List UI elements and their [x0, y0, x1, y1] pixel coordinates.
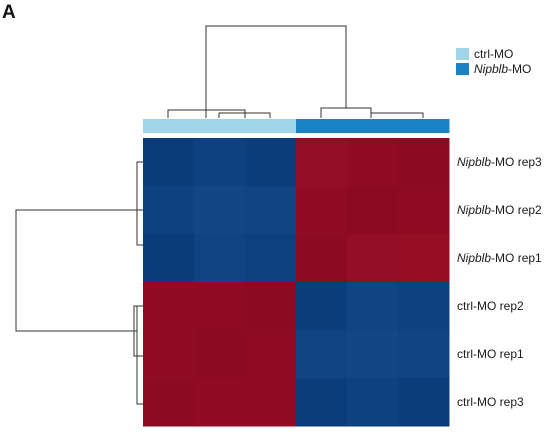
heatmap-cell [143, 234, 195, 283]
heatmap-cell [143, 282, 195, 331]
heatmap-cell [143, 186, 195, 235]
heatmap-cell [347, 330, 399, 379]
heatmap-cells [143, 138, 450, 427]
heatmap-cell [194, 186, 246, 235]
heatmap-cell [143, 138, 195, 187]
panel-label: A [2, 2, 16, 23]
heatmap-cell [194, 282, 246, 331]
legend-swatch [456, 63, 469, 75]
annotation-cell [347, 119, 399, 133]
annotation-cell [398, 119, 450, 133]
column-dendrogram [167, 25, 424, 118]
row-dendro-bottom-inner [133, 305, 143, 357]
heatmap-cell [347, 186, 399, 235]
row-label: Nipblb-MO rep2 [457, 203, 542, 217]
heatmap-cell [347, 282, 399, 331]
column-annotation-bar [143, 119, 450, 133]
row-label: ctrl-MO rep2 [457, 299, 524, 313]
row-dendro-top-inner [136, 161, 143, 211]
annotation-cell [296, 119, 348, 133]
heatmap-cell [143, 330, 195, 379]
annotation-cell [194, 119, 246, 133]
heatmap-cell [245, 186, 297, 235]
heatmap-cell [245, 330, 297, 379]
heatmap-cell [296, 186, 348, 235]
col-dendro-left-inner [218, 112, 271, 118]
heatmap-cell [398, 330, 450, 379]
annotation-cell [143, 119, 195, 133]
legend-label: Nipblb-MO [474, 62, 531, 76]
heatmap-cell [398, 138, 450, 187]
heatmap-cell [296, 138, 348, 187]
row-label: ctrl-MO rep3 [457, 395, 524, 409]
row-label: ctrl-MO rep1 [457, 347, 524, 361]
heatmap-cell [347, 378, 399, 427]
heatmap-cell [194, 234, 246, 283]
heatmap-cell [194, 138, 246, 187]
heatmap-cell [398, 378, 450, 427]
heatmap-cell [347, 234, 399, 283]
heatmap-cell [296, 234, 348, 283]
heatmap-cell [398, 282, 450, 331]
heatmap-cell [347, 138, 399, 187]
legend-label: ctrl-MO [474, 47, 513, 61]
col-dendro-right [320, 107, 372, 118]
row-label: Nipblb-MO rep1 [457, 251, 542, 265]
row-dendro-root [15, 209, 137, 332]
row-dendro-bottom [136, 305, 143, 405]
heatmap-cell [398, 234, 450, 283]
heatmap-cell [245, 234, 297, 283]
heatmap-cell [398, 186, 450, 235]
row-labels: Nipblb-MO rep3 Nipblb-MO rep2 Nipblb-MO re… [457, 155, 542, 409]
heatmap-cell [296, 378, 348, 427]
heatmap-cell [245, 282, 297, 331]
row-dendrogram [15, 161, 143, 405]
heatmap-cell [194, 378, 246, 427]
col-dendro-right-inner [370, 112, 424, 118]
col-dendro-left [167, 109, 246, 118]
row-dendro-top [136, 161, 143, 246]
heatmap-cell [296, 282, 348, 331]
heatmap-cell [245, 378, 297, 427]
heatmap-cell [143, 378, 195, 427]
heatmap-cell [245, 138, 297, 187]
heatmap-cell [296, 330, 348, 379]
annotation-cell [245, 119, 297, 133]
row-label: Nipblb-MO rep3 [457, 155, 542, 169]
legend-swatch [456, 48, 469, 60]
heatmap-cell [194, 330, 246, 379]
col-dendro-root [205, 25, 347, 118]
